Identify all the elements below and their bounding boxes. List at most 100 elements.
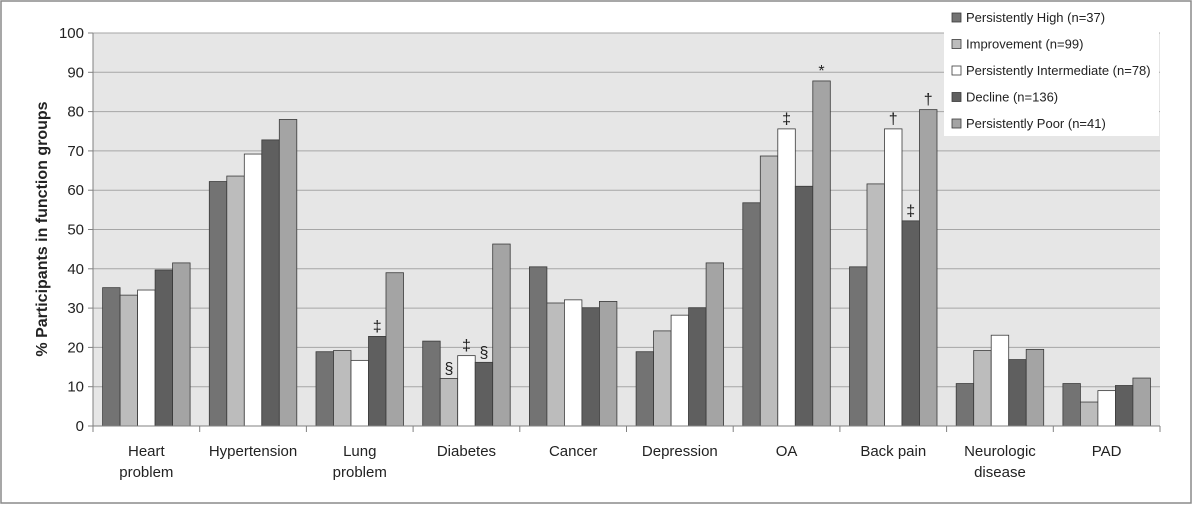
significance-marker: ‡ [373, 318, 382, 335]
x-category-label: problem [119, 464, 173, 481]
y-tick-label: 10 [67, 379, 84, 396]
x-category-label: disease [974, 464, 1026, 481]
bar [1025, 348, 1045, 427]
bar [102, 287, 121, 427]
x-category-label: Cancer [549, 443, 597, 460]
bar [119, 294, 138, 427]
bar [1080, 401, 1099, 427]
x-category-label: Back pain [860, 443, 926, 460]
bar [794, 185, 814, 427]
bar [385, 272, 404, 427]
y-tick-label: 90 [67, 64, 84, 81]
bar [546, 302, 565, 427]
legend-swatch [951, 92, 962, 102]
bar [368, 335, 387, 427]
bar [670, 314, 689, 427]
bar [529, 266, 548, 427]
bar [1008, 359, 1027, 427]
bar [759, 155, 779, 427]
y-tick-label: 60 [67, 182, 84, 199]
bar [705, 262, 724, 427]
significance-marker: ‡ [906, 203, 915, 220]
x-category-label: Lung [343, 443, 376, 460]
y-axis-label: % Participants in function groups [34, 101, 51, 356]
bar [777, 128, 796, 427]
bars [102, 80, 1151, 427]
bar [990, 334, 1010, 427]
bar [849, 266, 868, 427]
bar [333, 350, 352, 427]
y-axis: 0 10 20 30 40 50 60 70 80 90 100 [59, 25, 94, 435]
bar [208, 181, 228, 427]
bar [599, 301, 618, 427]
y-tick-label: 70 [67, 143, 84, 160]
legend-box [944, 4, 1159, 136]
bar [955, 383, 975, 427]
bar [474, 361, 494, 427]
bar [688, 307, 707, 427]
y-tick-label: 50 [67, 222, 84, 239]
bar [243, 153, 263, 427]
x-category-label: Hypertension [209, 443, 297, 460]
annotations: ‡ § ‡ § ‡ * † ‡ † [373, 63, 933, 378]
significance-marker: * [818, 63, 824, 80]
x-axis: Heart problem Hypertension Lung problem Diabe… [92, 425, 1161, 481]
bar [278, 119, 298, 427]
legend-swatch [951, 65, 962, 76]
bar [226, 175, 245, 427]
significance-marker: † [889, 111, 898, 128]
bar [457, 355, 476, 427]
legend-label: Persistently Poor (n=41) [966, 116, 1106, 131]
bar [1115, 385, 1134, 427]
bar [261, 139, 280, 427]
bar [812, 80, 831, 427]
bar [742, 202, 761, 427]
bar [350, 359, 369, 427]
significance-marker: ‡ [462, 338, 471, 355]
y-tick-label: 80 [67, 104, 84, 121]
bar [154, 269, 174, 427]
bar [581, 307, 600, 427]
y-tick-label: 30 [67, 300, 84, 317]
legend-swatch [951, 39, 962, 49]
legend: Persistently High (n=37) Improvement (n=9… [944, 4, 1159, 136]
bar [422, 340, 441, 427]
x-category-label: PAD [1092, 443, 1122, 460]
bar [884, 128, 903, 427]
y-tick-label: 20 [67, 339, 84, 356]
bar [492, 243, 511, 427]
bar [866, 183, 885, 427]
y-tick-label: 100 [59, 25, 84, 42]
bar [172, 262, 191, 427]
legend-label: Persistently Intermediate (n=78) [966, 63, 1151, 78]
bar [973, 350, 992, 427]
legend-label: Improvement (n=99) [966, 37, 1083, 52]
legend-swatch [951, 12, 962, 23]
x-category-label: Heart [128, 443, 166, 460]
bar [1062, 383, 1081, 427]
y-tick-label: 40 [67, 261, 84, 278]
significance-marker: § [479, 344, 488, 361]
legend-label: Persistently High (n=37) [966, 10, 1105, 25]
legend-swatch [951, 118, 962, 129]
bar [635, 351, 654, 427]
x-category-label: Depression [642, 443, 718, 460]
bar [1097, 390, 1116, 427]
x-category-label: Diabetes [437, 443, 496, 460]
x-category-label: problem [333, 464, 387, 481]
bar [919, 109, 938, 427]
bar [439, 378, 459, 427]
bar [901, 220, 920, 427]
significance-marker: ‡ [782, 111, 791, 128]
y-tick-label: 0 [76, 418, 84, 435]
bar [564, 299, 583, 427]
x-category-label: OA [776, 443, 798, 460]
bar [1132, 377, 1151, 427]
bar [315, 351, 334, 427]
significance-marker: † [924, 92, 933, 109]
significance-marker: § [444, 360, 453, 377]
x-category-label: Neurologic [964, 443, 1036, 460]
bar [653, 330, 672, 427]
